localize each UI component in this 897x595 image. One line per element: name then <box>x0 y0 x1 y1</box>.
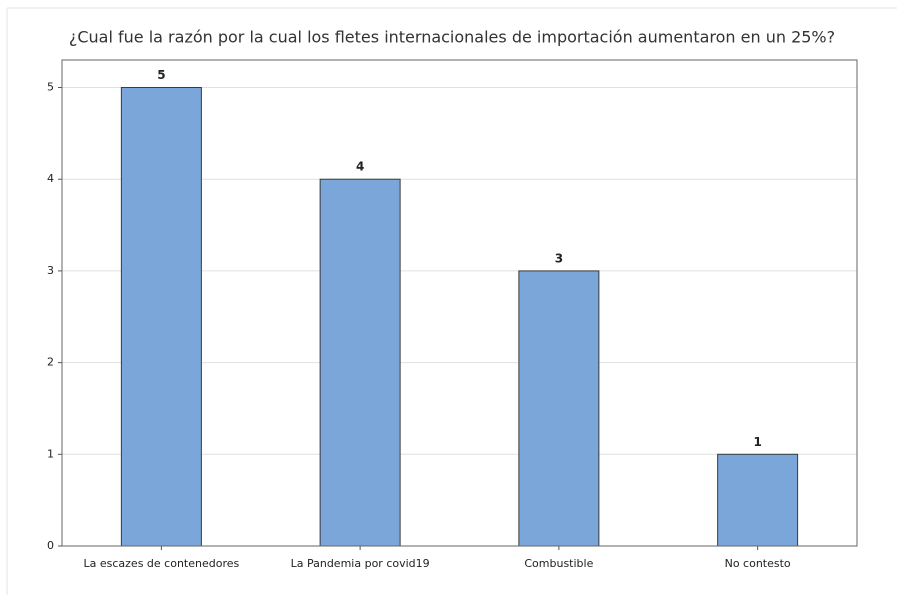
x-tick-label: No contesto <box>725 557 791 570</box>
x-tick-label: La Pandemia por covid19 <box>291 557 430 570</box>
y-tick-label: 5 <box>47 81 54 94</box>
data-label: 1 <box>753 435 761 449</box>
data-label: 5 <box>157 68 165 82</box>
bar <box>319 178 401 547</box>
y-tick-label: 3 <box>47 264 54 277</box>
bar <box>120 87 202 547</box>
y-tick-label: 0 <box>47 539 54 552</box>
plot-frame <box>61 59 858 547</box>
x-tick-label: La escazes de contenedores <box>84 557 240 570</box>
data-label: 3 <box>555 251 563 265</box>
x-tick-label: Combustible <box>524 557 593 570</box>
y-tick-label: 2 <box>47 356 54 369</box>
y-tick-label: 4 <box>47 172 54 185</box>
y-tick-label: 1 <box>47 447 54 460</box>
data-label: 4 <box>356 160 364 174</box>
chart-title: ¿Cual fue la razón por la cual los flete… <box>69 28 835 47</box>
bar <box>717 453 799 547</box>
bar <box>518 270 600 547</box>
